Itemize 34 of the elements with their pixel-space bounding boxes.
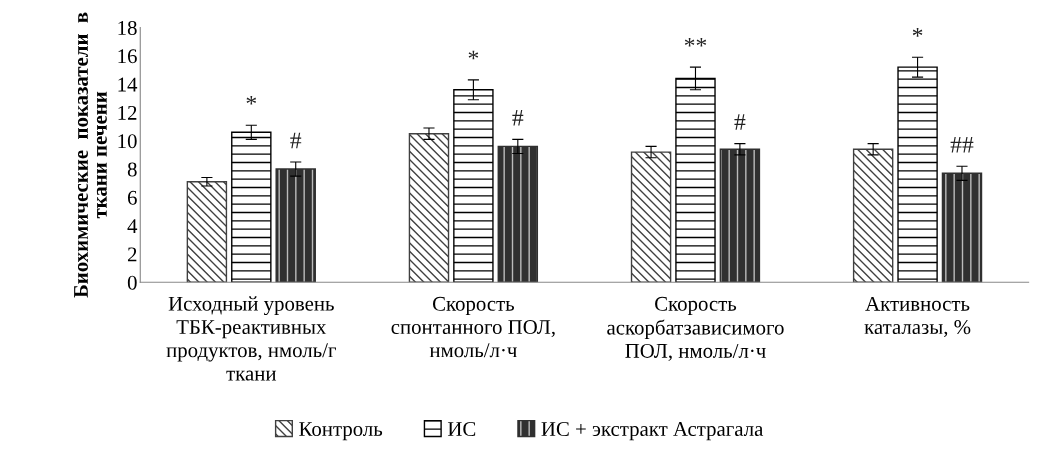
- y-tick-label: 12: [118, 105, 137, 120]
- y-tick-label: 2: [127, 247, 137, 262]
- annotation: *: [246, 95, 257, 105]
- legend-label: ИС: [447, 422, 476, 437]
- bar: [275, 168, 316, 283]
- y-tick-label: 8: [127, 162, 137, 177]
- annotation: ##: [950, 137, 974, 153]
- x-tick-label: Исходный уровень ТБК-реактивных продуктов, нмоль/г ткани: [166, 296, 336, 381]
- annotation: #: [734, 114, 746, 130]
- bar: [852, 148, 894, 283]
- y-tick-label: 10: [118, 134, 137, 149]
- annotation: #: [512, 110, 524, 126]
- y-tick-label: 0: [127, 275, 137, 290]
- bar: [630, 151, 672, 283]
- y-tick-label: 4: [127, 219, 138, 233]
- bar: [941, 172, 983, 283]
- legend-label: ИС + экстракт Астрагала: [541, 422, 764, 441]
- x-tick-label: Скорость аскорбатзависимого ПОЛ, нмоль/л·ч: [607, 296, 784, 361]
- legend-label: Контроль: [299, 422, 383, 441]
- bar: [719, 148, 761, 283]
- annotation: *: [468, 50, 479, 60]
- annotation: **: [684, 37, 707, 47]
- y-tick-label: 14: [118, 77, 138, 92]
- x-tick-label: Скорость спонтанного ПОЛ, нмоль/л·ч: [391, 296, 555, 358]
- annotation: #: [290, 132, 302, 149]
- annotation: *: [912, 28, 923, 37]
- bar: [497, 145, 539, 283]
- y-tick-label: 16: [118, 49, 137, 64]
- bar: [408, 132, 450, 283]
- y-tick-label: 6: [127, 190, 137, 205]
- bar: [186, 181, 228, 283]
- x-tick-label: Активность каталазы, %: [864, 296, 971, 338]
- y-tick-label: 18: [118, 20, 137, 35]
- y-axis-title: Биохимические показатели в ткани печени: [74, 12, 107, 298]
